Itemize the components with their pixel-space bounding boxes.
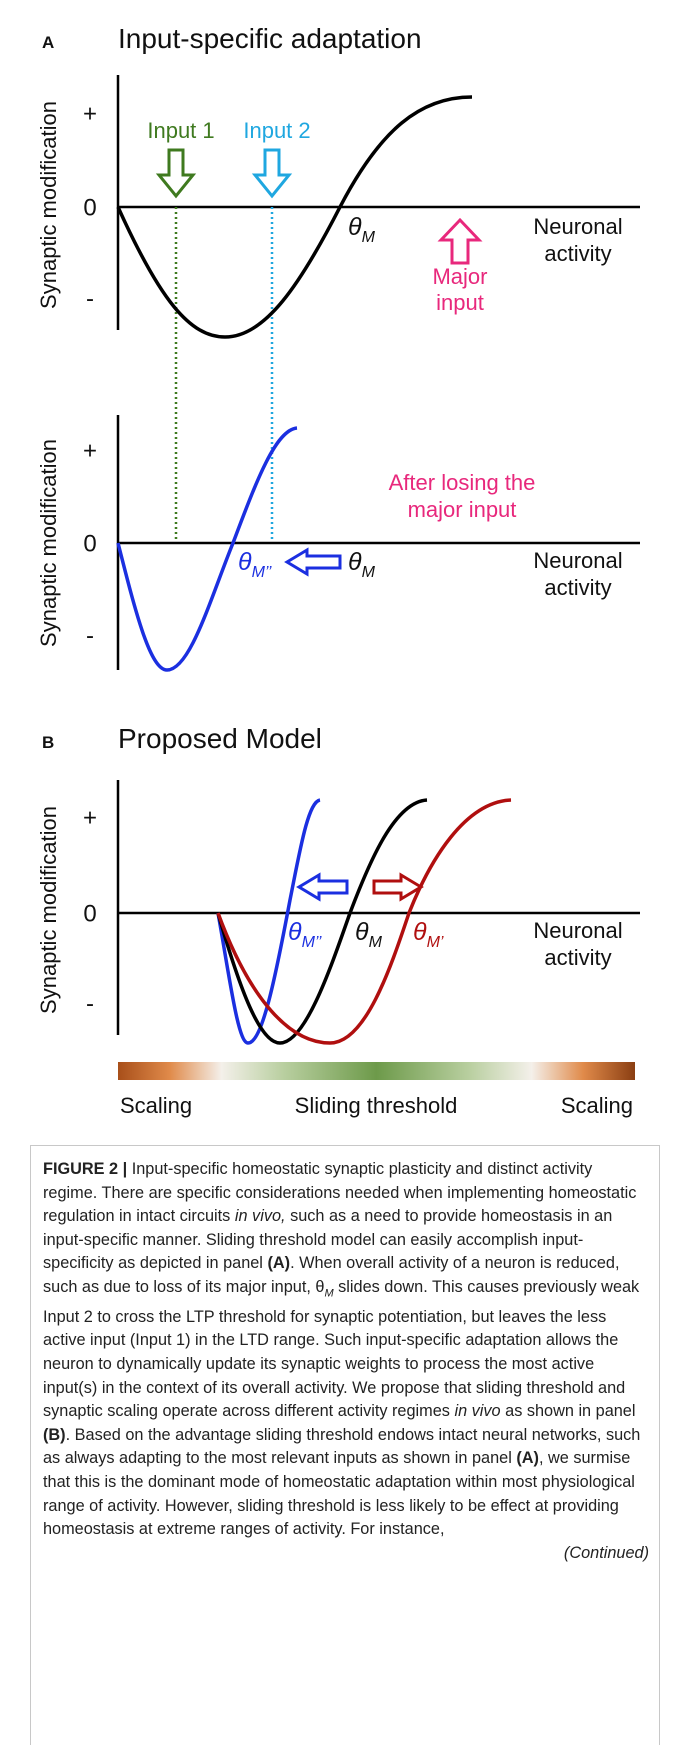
panel-ref: (A) xyxy=(267,1254,291,1273)
panel-ref: (A) xyxy=(516,1449,539,1468)
text: as shown in panel xyxy=(500,1402,636,1421)
text: slides down. This causes previously weak… xyxy=(43,1277,640,1421)
subscript: M xyxy=(324,1287,334,1300)
shift-arrow xyxy=(284,547,342,577)
y-axis-label: Synaptic modification xyxy=(36,101,61,309)
caption-text: FIGURE 2 | Input-specific homeostatic sy… xyxy=(43,1158,649,1542)
y-mark: - xyxy=(86,622,94,649)
subscript: M xyxy=(362,229,376,246)
x-axis-label: activity xyxy=(544,945,611,970)
y-mark: + xyxy=(83,100,97,127)
figure-label: FIGURE 2 | xyxy=(43,1160,128,1178)
input-arrow xyxy=(155,148,197,199)
continued: (Continued) xyxy=(563,1543,649,1562)
threshold-label: θM’ xyxy=(413,918,444,951)
threshold-label: θM’’ xyxy=(288,918,322,951)
input-arrow xyxy=(251,148,293,199)
curve xyxy=(216,798,428,1045)
annotation: After losing the xyxy=(389,470,536,495)
input-label: Input 1 xyxy=(147,118,214,143)
panel-label: A xyxy=(42,33,54,52)
y-mark: 0 xyxy=(83,194,96,221)
panel-label: B xyxy=(42,733,54,752)
x-axis-label: Neuronal xyxy=(533,548,622,573)
text: such as a need to provide homeostasis in… xyxy=(43,1207,613,1273)
annotation: major input xyxy=(408,497,517,522)
text: . When overall activity of a neuron is r… xyxy=(43,1254,620,1296)
x-axis-label: activity xyxy=(544,241,611,266)
text: , we surmise that this is the dominant m… xyxy=(43,1449,635,1539)
threshold-label: θM’’ xyxy=(238,548,272,581)
subscript: M’ xyxy=(427,934,444,951)
y-mark: 0 xyxy=(83,900,96,927)
x-axis-label: activity xyxy=(544,575,611,600)
panel-title: Input-specific adaptation xyxy=(118,23,422,54)
major-input-label: input xyxy=(436,290,484,315)
y-mark: - xyxy=(86,285,94,312)
text: in vivo, xyxy=(234,1207,286,1226)
shift-arrow xyxy=(296,872,349,902)
symbol: θ xyxy=(355,918,369,946)
bar-label: Scaling xyxy=(561,1093,633,1118)
text: Input-specific homeostatic synaptic plas… xyxy=(43,1160,637,1226)
major-input-label: Major xyxy=(432,264,487,289)
symbol: θ xyxy=(413,918,427,946)
subscript: M xyxy=(369,934,383,951)
figure: A Input-specific adaptation + 0 - Synapt… xyxy=(36,23,640,1118)
symbol: θ xyxy=(348,213,362,241)
y-axis-label: Synaptic modification xyxy=(36,806,61,1014)
y-mark: 0 xyxy=(83,530,96,557)
y-mark: + xyxy=(83,437,97,464)
subscript: M’’ xyxy=(252,564,272,581)
threshold-label: θM xyxy=(348,548,376,581)
text: . Based on the advantage sliding thresho… xyxy=(43,1425,641,1468)
bar-label: Scaling xyxy=(120,1093,192,1118)
subscript: M xyxy=(362,564,376,581)
curve xyxy=(116,95,473,339)
panel-ref: (B) xyxy=(43,1425,66,1444)
x-axis-label: Neuronal xyxy=(533,214,622,239)
curve xyxy=(216,798,512,1045)
symbol: θ xyxy=(348,548,362,576)
y-mark: - xyxy=(86,990,94,1017)
curve xyxy=(116,426,298,672)
symbol: θ xyxy=(288,918,302,946)
y-axis-label: Synaptic modification xyxy=(36,439,61,647)
major-input-arrow xyxy=(437,217,483,265)
x-axis-label: Neuronal xyxy=(533,918,622,943)
input-label: Input 2 xyxy=(243,118,310,143)
subscript: M’’ xyxy=(302,934,322,951)
panel-title: Proposed Model xyxy=(118,723,322,754)
symbol: θ xyxy=(238,548,252,576)
regime-bar xyxy=(118,1062,635,1080)
caption: FIGURE 2 | Input-specific homeostatic sy… xyxy=(30,1145,660,1745)
y-mark: + xyxy=(83,804,97,831)
text: in vivo xyxy=(454,1402,501,1421)
shift-arrow xyxy=(372,872,424,902)
threshold-label: θM xyxy=(355,918,383,951)
bar-label: Sliding threshold xyxy=(295,1093,458,1118)
threshold-label: θM xyxy=(348,213,376,246)
